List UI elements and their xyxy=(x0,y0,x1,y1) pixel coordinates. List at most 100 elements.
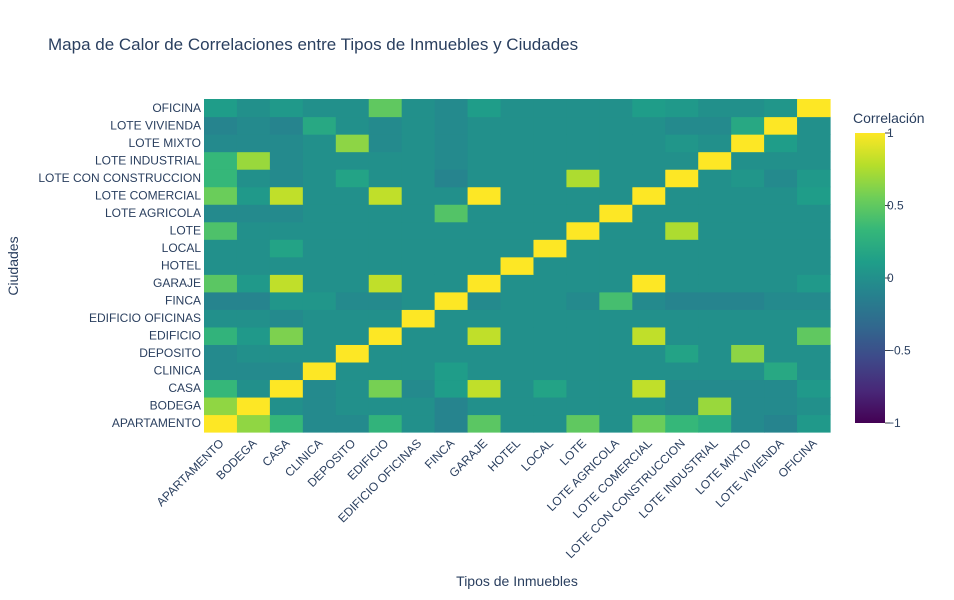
y-tick-label: LOTE VIVIENDA xyxy=(110,118,201,132)
heatmap-cell xyxy=(599,291,633,310)
heatmap-cell xyxy=(632,344,666,363)
heatmap-cell xyxy=(269,309,304,328)
heatmap-cell xyxy=(665,221,699,240)
heatmap-cell xyxy=(632,326,666,345)
heatmap-cell xyxy=(204,99,238,118)
y-tick-label: LOCAL xyxy=(162,241,202,255)
y-tick-label: EDIFICIO OFICINAS xyxy=(89,311,201,325)
heatmap-cell xyxy=(467,186,502,205)
heatmap-cell xyxy=(236,151,271,170)
heatmap-cell xyxy=(269,326,304,345)
x-tick-label: LOCAL xyxy=(518,436,556,474)
heatmap-cell xyxy=(368,221,403,240)
heatmap-cell xyxy=(797,396,831,416)
heatmap-cell xyxy=(566,396,600,416)
heatmap-cell xyxy=(467,151,502,170)
heatmap-cell xyxy=(731,326,765,345)
heatmap-cell xyxy=(236,344,271,363)
heatmap-cell xyxy=(632,221,666,240)
heatmap-cell xyxy=(401,326,436,345)
heatmap-cell xyxy=(698,204,732,223)
heatmap-cell xyxy=(797,116,831,135)
heatmap-cell xyxy=(204,326,238,345)
heatmap-cell xyxy=(302,414,337,433)
heatmap-cell xyxy=(401,151,436,170)
heatmap-cell xyxy=(665,361,699,381)
heatmap-cell xyxy=(599,169,633,188)
heatmap-cell xyxy=(599,326,633,345)
heatmap-cell xyxy=(599,379,633,398)
heatmap-cell xyxy=(467,326,502,345)
heatmap-cell xyxy=(401,414,436,433)
heatmap-cell xyxy=(698,151,732,170)
heatmap-cell xyxy=(698,99,732,118)
colorbar-title: Correlación xyxy=(853,110,925,126)
heatmap-cell xyxy=(500,274,535,293)
heatmap-cell xyxy=(599,99,633,118)
heatmap-cell xyxy=(533,169,568,188)
heatmap-cell xyxy=(698,134,732,153)
heatmap-cell xyxy=(204,169,238,188)
heatmap-cell xyxy=(665,414,699,433)
heatmap-cell xyxy=(533,151,568,170)
heatmap-cell xyxy=(566,274,600,293)
heatmap-cells xyxy=(204,99,831,433)
heatmap-cell xyxy=(434,239,469,258)
heatmap-cell xyxy=(269,169,304,188)
heatmap-cell xyxy=(764,274,798,293)
heatmap-cell xyxy=(204,361,238,381)
heatmap-cell xyxy=(665,186,699,205)
heatmap-cell xyxy=(797,291,831,310)
heatmap-cell xyxy=(434,221,469,240)
colorbar-tick-label: 0.5 xyxy=(887,199,904,213)
heatmap-cell xyxy=(599,239,633,258)
heatmap-cell xyxy=(467,361,502,381)
heatmap-cell xyxy=(401,221,436,240)
heatmap-cell xyxy=(632,134,666,153)
heatmap-cell xyxy=(236,116,271,135)
heatmap-cell xyxy=(764,204,798,223)
heatmap-cell xyxy=(401,379,436,398)
heatmap-cell xyxy=(401,116,436,135)
heatmap-cell xyxy=(467,274,502,293)
heatmap-cell xyxy=(698,291,732,310)
heatmap-cell xyxy=(467,291,502,310)
heatmap-cell xyxy=(632,186,666,205)
heatmap-cell xyxy=(368,291,403,310)
heatmap-cell xyxy=(236,186,271,205)
heatmap-cell xyxy=(731,291,765,310)
heatmap-cell xyxy=(698,256,732,275)
heatmap-cell xyxy=(368,379,403,398)
heatmap-cell xyxy=(665,204,699,223)
heatmap-cell xyxy=(731,204,765,223)
y-tick-label: LOTE COMERCIAL xyxy=(95,188,201,202)
heatmap-cell xyxy=(335,396,370,416)
heatmap-cell xyxy=(236,326,271,345)
heatmap-cell xyxy=(731,309,765,328)
heatmap-cell xyxy=(467,221,502,240)
y-axis-title: Ciudades xyxy=(5,236,21,295)
heatmap-cell xyxy=(434,186,469,205)
heatmap-cell xyxy=(566,99,600,118)
heatmap-cell xyxy=(566,116,600,135)
heatmap-cell xyxy=(335,379,370,398)
heatmap-cell xyxy=(500,309,535,328)
heatmap-cell xyxy=(698,379,732,398)
heatmap-cell xyxy=(797,134,831,153)
heatmap-cell xyxy=(566,256,600,275)
heatmap-cell xyxy=(764,396,798,416)
heatmap-cell xyxy=(434,134,469,153)
heatmap-cell xyxy=(533,309,568,328)
heatmap-cell xyxy=(632,116,666,135)
heatmap-cell xyxy=(797,361,831,381)
heatmap-cell xyxy=(665,116,699,135)
heatmap-cell xyxy=(401,169,436,188)
heatmap-cell xyxy=(204,239,238,258)
heatmap-cell xyxy=(302,116,337,135)
heatmap-cell xyxy=(731,239,765,258)
heatmap-cell xyxy=(665,291,699,310)
y-axis-ticks: APARTAMENTO BODEGA CASA CLINICA DEPOSITO EDIF… xyxy=(38,101,201,430)
heatmap-cell xyxy=(434,256,469,275)
heatmap-cell xyxy=(204,379,238,398)
